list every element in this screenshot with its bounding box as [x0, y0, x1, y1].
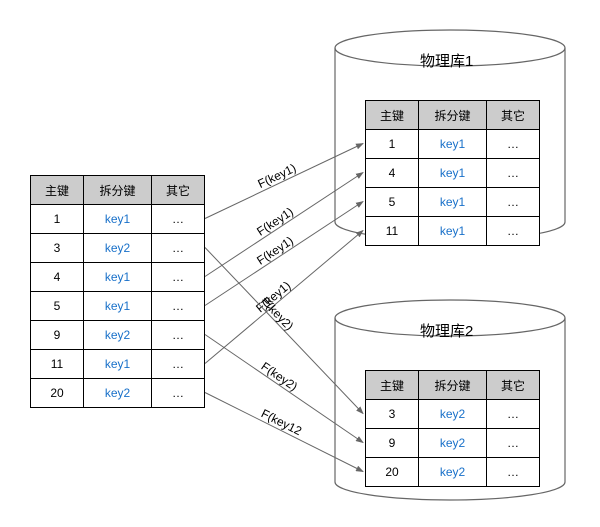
map-arrow	[205, 231, 363, 364]
cell: key2	[84, 234, 152, 263]
cell: …	[487, 217, 540, 246]
cell: 1	[366, 130, 419, 159]
cell: …	[487, 458, 540, 487]
cell: 11	[366, 217, 419, 246]
db2-label: 物理库2	[420, 320, 473, 341]
cell: …	[487, 429, 540, 458]
col-header: 拆分键	[419, 371, 487, 400]
table-row: 1key1…	[366, 130, 540, 159]
arrow-label: F(key1)	[253, 278, 293, 315]
map-arrow	[205, 248, 363, 414]
cell: key1	[419, 217, 487, 246]
table-row: 3key2…	[366, 400, 540, 429]
arrow-label: F(key1)	[254, 234, 296, 268]
cell: 20	[366, 458, 419, 487]
map-arrow	[205, 202, 363, 306]
cell: key1	[84, 205, 152, 234]
col-header: 主键	[366, 101, 419, 130]
arrow-label: F(key1)	[254, 205, 296, 239]
arrow-label: F(key2)	[259, 359, 300, 394]
cell: …	[152, 350, 205, 379]
table-row: 3key2…	[31, 234, 205, 263]
cell: …	[152, 292, 205, 321]
source-table: 主键拆分键其它 1key1…3key2…4key1…5key1…9key2…11…	[30, 175, 205, 408]
cell: …	[487, 188, 540, 217]
cell: …	[152, 234, 205, 263]
table-row: 4key1…	[31, 263, 205, 292]
table-row: 5key1…	[366, 188, 540, 217]
table-row: 20key2…	[31, 379, 205, 408]
cell: key2	[84, 321, 152, 350]
cell: key1	[419, 188, 487, 217]
cell: 4	[366, 159, 419, 188]
map-arrow	[205, 335, 363, 443]
arrow-label: F(key2)	[258, 294, 296, 333]
cell: key1	[419, 130, 487, 159]
col-header: 其它	[487, 371, 540, 400]
cell: …	[152, 263, 205, 292]
map-arrow	[205, 144, 363, 219]
db1-table: 主键拆分键其它 1key1…4key1…5key1…11key1…	[365, 100, 540, 246]
cell: 5	[366, 188, 419, 217]
table-row: 20key2…	[366, 458, 540, 487]
col-header: 主键	[366, 371, 419, 400]
col-header: 主键	[31, 176, 84, 205]
cell: key2	[419, 400, 487, 429]
arrow-label: F(key12	[259, 406, 304, 438]
cell: …	[487, 400, 540, 429]
cell: 9	[31, 321, 84, 350]
cell: key2	[84, 379, 152, 408]
cell: key1	[419, 159, 487, 188]
cell: …	[152, 379, 205, 408]
cell: key1	[84, 292, 152, 321]
arrow-label: F(key1)	[256, 161, 299, 191]
db2-table: 主键拆分键其它 3key2…9key2…20key2…	[365, 370, 540, 487]
cell: …	[487, 130, 540, 159]
cell: …	[152, 205, 205, 234]
cell: 5	[31, 292, 84, 321]
map-arrow	[205, 393, 363, 472]
table-row: 11key1…	[31, 350, 205, 379]
db1-label: 物理库1	[420, 50, 473, 71]
cell: …	[152, 321, 205, 350]
cell: 1	[31, 205, 84, 234]
table-row: 9key2…	[31, 321, 205, 350]
col-header: 其它	[152, 176, 205, 205]
cell: key1	[84, 263, 152, 292]
col-header: 拆分键	[84, 176, 152, 205]
cell: key2	[419, 429, 487, 458]
cell: 11	[31, 350, 84, 379]
col-header: 拆分键	[419, 101, 487, 130]
cell: key1	[84, 350, 152, 379]
table-row: 5key1…	[31, 292, 205, 321]
table-row: 9key2…	[366, 429, 540, 458]
table-row: 1key1…	[31, 205, 205, 234]
table-row: 11key1…	[366, 217, 540, 246]
col-header: 其它	[487, 101, 540, 130]
cell: key2	[419, 458, 487, 487]
cell: 3	[366, 400, 419, 429]
map-arrow	[205, 173, 363, 277]
cell: …	[487, 159, 540, 188]
table-row: 4key1…	[366, 159, 540, 188]
sharding-diagram: F(key1)F(key1)F(key1)F(key1)F(key2)F(key…	[0, 0, 600, 527]
cell: 20	[31, 379, 84, 408]
cell: 3	[31, 234, 84, 263]
cell: 9	[366, 429, 419, 458]
cell: 4	[31, 263, 84, 292]
